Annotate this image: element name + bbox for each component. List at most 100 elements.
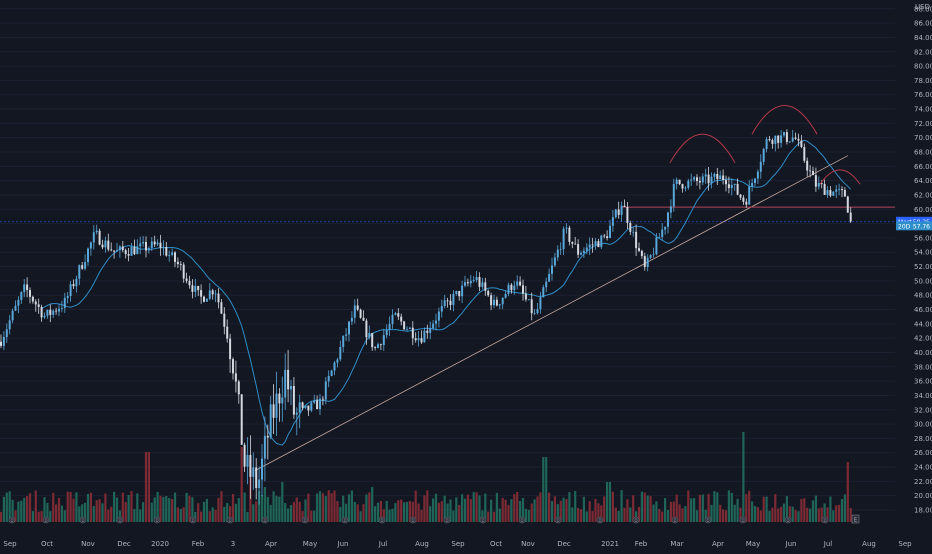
- event-marker-icon[interactable]: [226, 516, 234, 524]
- event-marker-icon[interactable]: [409, 516, 417, 524]
- last-price-badge: [896, 216, 932, 226]
- volume-bar: [533, 499, 536, 522]
- candle-body: [40, 306, 43, 318]
- pattern-arc[interactable]: [751, 105, 818, 135]
- volume-bar: [826, 507, 829, 522]
- candle-body: [14, 305, 17, 311]
- volume-bar: [194, 511, 197, 522]
- candle-body: [696, 177, 698, 182]
- candle-body: [43, 315, 46, 318]
- candle-body: [524, 293, 527, 300]
- candlesticks: [0, 129, 852, 505]
- candle-body: [733, 183, 736, 185]
- candle-body: [362, 317, 365, 321]
- candle-body: [585, 247, 588, 251]
- y-tick-label: 68.00: [914, 149, 932, 157]
- candle-body: [287, 369, 290, 390]
- candle-body: [713, 173, 716, 177]
- candle-body: [261, 458, 263, 480]
- volume-bar: [782, 503, 786, 522]
- candle-body: [565, 227, 568, 229]
- event-marker-icon[interactable]: [821, 516, 829, 524]
- event-marker-icon[interactable]: [378, 516, 386, 524]
- candle-body: [87, 248, 89, 263]
- ma-name: 20D: [898, 223, 911, 230]
- volume-bar: [617, 510, 620, 522]
- candle-body: [185, 278, 188, 281]
- volume-bar: [556, 504, 559, 522]
- candle-body: [794, 137, 797, 139]
- y-tick-label: 38.00: [914, 363, 932, 371]
- candle-body: [751, 182, 754, 187]
- candle-body: [162, 247, 165, 248]
- volume-bar: [63, 510, 66, 522]
- volume-bar: [623, 507, 626, 522]
- event-marker-icon[interactable]: [301, 516, 309, 524]
- event-marker-icon[interactable]: [79, 516, 87, 524]
- pattern-arc[interactable]: [819, 169, 861, 185]
- candle-body: [110, 249, 113, 251]
- candle-body: [203, 296, 205, 302]
- volume-bar: [211, 507, 214, 522]
- event-marker-icon[interactable]: [42, 516, 50, 524]
- event-marker-label: D: [786, 518, 789, 523]
- candle-body: [374, 347, 377, 348]
- price-axis[interactable]: USD 18.00 20.00 22.00 24.00 26.00 28.00 30.00 32…: [896, 3, 932, 515]
- candle-body: [559, 249, 562, 250]
- volume-bar: [121, 492, 124, 522]
- event-marker-icon[interactable]: [671, 516, 679, 524]
- event-marker-icon[interactable]: [479, 516, 487, 524]
- volume-bar: [704, 509, 707, 522]
- candle-body: [136, 246, 139, 255]
- event-marker-icon[interactable]: [739, 516, 747, 524]
- candle-body: [223, 313, 226, 327]
- y-tick-label: 32.00: [914, 406, 932, 414]
- candle-body: [75, 278, 78, 287]
- event-marker-icon[interactable]: [153, 516, 161, 524]
- support-trendline[interactable]: [254, 155, 849, 471]
- candle-body: [846, 196, 849, 213]
- time-axis[interactable]: Sep Oct Nov Dec 2020 Feb 3 Apr May Jun Jul Aug Sep Oc…: [3, 540, 912, 548]
- candle-body: [423, 330, 426, 343]
- pattern-arc[interactable]: [669, 133, 736, 163]
- event-marker-icon[interactable]: [554, 516, 562, 524]
- event-marker-icon[interactable]: [189, 516, 197, 524]
- candle-body: [551, 265, 553, 274]
- candle-body: [281, 397, 284, 404]
- x-tick-label: 2021: [601, 540, 619, 548]
- volume-bar: [829, 496, 832, 522]
- candle-body: [301, 402, 304, 408]
- volume-bar: [272, 491, 275, 522]
- event-marker-icon[interactable]: [443, 516, 451, 524]
- earnings-marker-icon[interactable]: [851, 514, 860, 524]
- candle-body: [745, 201, 748, 205]
- volume-bar: [2, 496, 5, 522]
- volume-bar: [162, 496, 165, 522]
- volume-bar: [835, 505, 838, 522]
- volume-bar: [510, 499, 513, 522]
- candle-body: [812, 171, 814, 176]
- event-marker-icon[interactable]: [518, 516, 526, 524]
- event-marker-icon[interactable]: [596, 516, 604, 524]
- event-marker-icon[interactable]: [8, 516, 16, 524]
- volume-bar: [481, 510, 484, 522]
- event-marker-icon[interactable]: [341, 516, 349, 524]
- candle-body: [20, 292, 23, 300]
- x-tick-label: Mar: [670, 540, 683, 548]
- volume-bar: [191, 497, 194, 522]
- candle-body: [820, 183, 823, 185]
- volume-bar: [275, 495, 278, 522]
- event-marker-icon[interactable]: [784, 516, 792, 524]
- event-marker-icon[interactable]: [116, 516, 124, 524]
- event-marker-icon[interactable]: [704, 516, 712, 524]
- volume-bar: [139, 509, 142, 522]
- volume-bar: [260, 495, 264, 522]
- ma-value: 57.76: [913, 223, 930, 230]
- candle-body: [127, 254, 130, 256]
- candle-body: [353, 305, 356, 318]
- event-marker-icon[interactable]: [632, 516, 640, 524]
- event-marker-icon[interactable]: [261, 516, 269, 524]
- candle-body: [194, 285, 197, 292]
